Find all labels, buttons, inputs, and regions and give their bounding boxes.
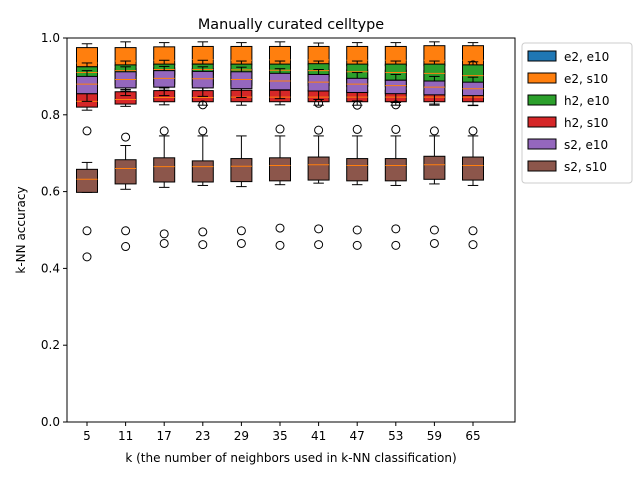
outlier-point [352, 124, 362, 134]
x-tick-label: 47 [350, 429, 365, 443]
legend-label: h2, e10 [564, 94, 610, 108]
outlier-point [198, 100, 208, 110]
x-tick-label: 5 [83, 429, 91, 443]
x-tick-label: 23 [195, 429, 210, 443]
outlier-point [159, 238, 169, 248]
outlier-point [159, 229, 169, 239]
outlier-point [391, 224, 401, 234]
outlier-point [468, 240, 478, 250]
y-tick-label: 0.0 [41, 415, 60, 429]
y-tick-label: 1.0 [41, 31, 60, 45]
outlier-point [198, 126, 208, 136]
x-tick-label: 65 [465, 429, 480, 443]
outlier-point [275, 240, 285, 250]
outlier-point [82, 252, 92, 262]
box [269, 157, 291, 182]
outlier-point [468, 226, 478, 236]
x-tick-label: 59 [427, 429, 442, 443]
outlier-point [236, 226, 246, 236]
legend-swatch [527, 160, 557, 172]
box [153, 157, 176, 183]
outlier-point [314, 125, 324, 135]
box [346, 158, 369, 182]
legend-swatch [527, 50, 557, 62]
outlier-point [275, 124, 285, 134]
box [346, 77, 369, 94]
legend-label: e2, e10 [564, 50, 609, 64]
legend-swatch [527, 72, 557, 84]
box [191, 160, 214, 183]
box [230, 71, 253, 90]
box [76, 168, 98, 193]
outlier-point [314, 240, 324, 250]
y-tick-label: 0.6 [41, 185, 60, 199]
box [307, 156, 330, 181]
legend-label: h2, s10 [564, 116, 608, 130]
x-tick-label: 17 [157, 429, 172, 443]
outlier-point [429, 126, 439, 136]
plot-frame [66, 37, 516, 423]
legend: e2, e10 e2, s10 h2, e10 h2, s10 s2, e10 s2, s… [521, 42, 633, 184]
box [191, 70, 214, 89]
outlier-point [352, 225, 362, 235]
legend-swatch [527, 116, 557, 128]
x-tick-label: 29 [234, 429, 249, 443]
x-tick-label: 53 [388, 429, 403, 443]
box [384, 79, 407, 95]
outlier-point [82, 226, 92, 236]
outlier-point [121, 226, 131, 236]
y-tick-label: 0.4 [41, 261, 60, 275]
outlier-point [468, 126, 478, 136]
x-tick-label: 35 [272, 429, 287, 443]
outlier-point [391, 124, 401, 134]
outlier-point [198, 240, 208, 250]
box [462, 156, 484, 181]
outlier-point [121, 242, 131, 252]
box [76, 75, 98, 95]
outlier-point [352, 240, 362, 250]
y-axis-label: k-NN accuracy [14, 186, 28, 273]
outlier-point [275, 223, 285, 233]
series-s2-s10 [76, 124, 484, 262]
outlier-point [314, 224, 324, 234]
legend-swatch [527, 138, 557, 150]
series-s2-e10 [76, 65, 484, 106]
x-tick-label: 41 [311, 429, 326, 443]
box [153, 70, 176, 88]
box [230, 158, 253, 183]
x-tick-label: 11 [118, 429, 133, 443]
y-tick-label: 0.2 [41, 338, 60, 352]
box [423, 155, 446, 180]
box [384, 158, 407, 182]
legend-label: e2, s10 [564, 72, 608, 86]
legend-label: s2, e10 [564, 138, 608, 152]
x-axis-label: k (the number of neighbors used in k-NN … [125, 451, 456, 465]
outlier-point [198, 227, 208, 237]
outlier-point [82, 126, 92, 136]
box [307, 73, 330, 92]
box [114, 159, 137, 185]
outlier-point [121, 132, 131, 142]
outlier-point [429, 225, 439, 235]
box [423, 80, 446, 96]
outlier-point [236, 238, 246, 248]
legend-swatch [527, 94, 557, 106]
y-tick-label: 0.8 [41, 108, 60, 122]
legend-label: s2, s10 [564, 160, 607, 174]
chart-title: Manually curated celltype [198, 17, 384, 33]
outlier-point [391, 240, 401, 250]
outlier-point [429, 238, 439, 248]
box [269, 72, 291, 91]
outlier-point [159, 126, 169, 136]
